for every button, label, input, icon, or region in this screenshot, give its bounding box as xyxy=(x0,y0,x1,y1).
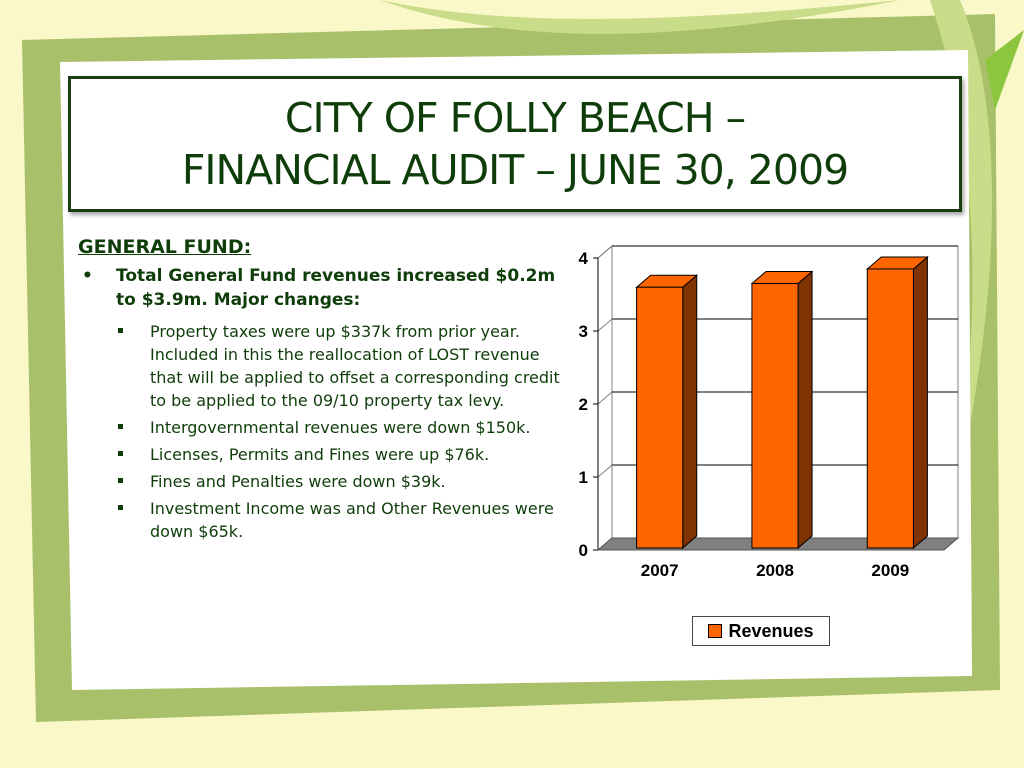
bullet-mark: • xyxy=(82,266,93,286)
gridline-side xyxy=(597,391,613,405)
gridline-side xyxy=(597,318,613,332)
slide-title-line-2: FINANCIAL AUDIT – JUNE 30, 2009 xyxy=(181,146,849,194)
leaf-spike xyxy=(985,30,1024,110)
main-bullet: • Total General Fund revenues increased … xyxy=(78,264,560,312)
leaf-swirl-top xyxy=(380,0,900,34)
bar xyxy=(636,286,684,549)
bar xyxy=(751,283,799,549)
y-tick-label: 2 xyxy=(579,395,588,414)
revenue-bar-chart: 0 1 2 3 4 2007 2008 2009 xyxy=(579,244,960,580)
legend-label: Revenues xyxy=(728,620,814,641)
sub-bullet: Licenses, Permits and Fines were up $76k… xyxy=(78,443,560,466)
square-bullet-icon xyxy=(118,328,123,333)
sub-bullet: Investment Income was and Other Revenues… xyxy=(78,497,560,543)
bar-side xyxy=(912,255,928,550)
square-bullet-icon xyxy=(118,451,123,456)
x-tick-label: 2009 xyxy=(871,561,909,580)
y-tick-label: 1 xyxy=(579,468,588,487)
title-box: CITY OF FOLLY BEACH – FINANCIAL AUDIT – … xyxy=(68,76,962,212)
y-tick-label: 4 xyxy=(579,249,589,268)
sub-bullet-text: Investment Income was and Other Revenues… xyxy=(150,499,554,541)
gridline-side xyxy=(597,245,613,259)
sub-bullet-text: Fines and Penalties were down $39k. xyxy=(150,472,446,491)
gridline-side xyxy=(597,464,613,478)
y-tick-label: 0 xyxy=(579,541,588,560)
sub-bullet: Intergovernmental revenues were down $15… xyxy=(78,416,560,439)
chart-legend: Revenues xyxy=(692,616,830,646)
section-heading: GENERAL FUND: xyxy=(78,236,252,258)
sub-bullet-text: Property taxes were up $337k from prior … xyxy=(150,322,560,410)
legend-swatch xyxy=(708,624,723,638)
sub-bullet-text: Intergovernmental revenues were down $15… xyxy=(150,418,531,437)
main-bullet-text: Total General Fund revenues increased $0… xyxy=(116,266,556,310)
square-bullet-icon xyxy=(118,424,123,429)
leaf-swirl-right xyxy=(930,0,993,560)
square-bullet-icon xyxy=(118,505,123,510)
sub-bullet: Fines and Penalties were down $39k. xyxy=(78,470,560,493)
sub-bullet-text: Licenses, Permits and Fines were up $76k… xyxy=(150,445,490,464)
content-text: GENERAL FUND: • Total General Fund reven… xyxy=(78,236,560,547)
y-tick-label: 3 xyxy=(579,322,588,341)
x-tick-label: 2008 xyxy=(756,561,794,580)
slide-title-line-1: CITY OF FOLLY BEACH – xyxy=(284,94,746,142)
bar-side xyxy=(682,274,698,550)
sub-bullet-list: Property taxes were up $337k from prior … xyxy=(78,320,560,543)
sub-bullet: Property taxes were up $337k from prior … xyxy=(78,320,560,412)
bar-side xyxy=(797,270,813,550)
square-bullet-icon xyxy=(118,478,123,483)
bar xyxy=(866,268,914,549)
x-tick-label: 2007 xyxy=(641,561,679,580)
